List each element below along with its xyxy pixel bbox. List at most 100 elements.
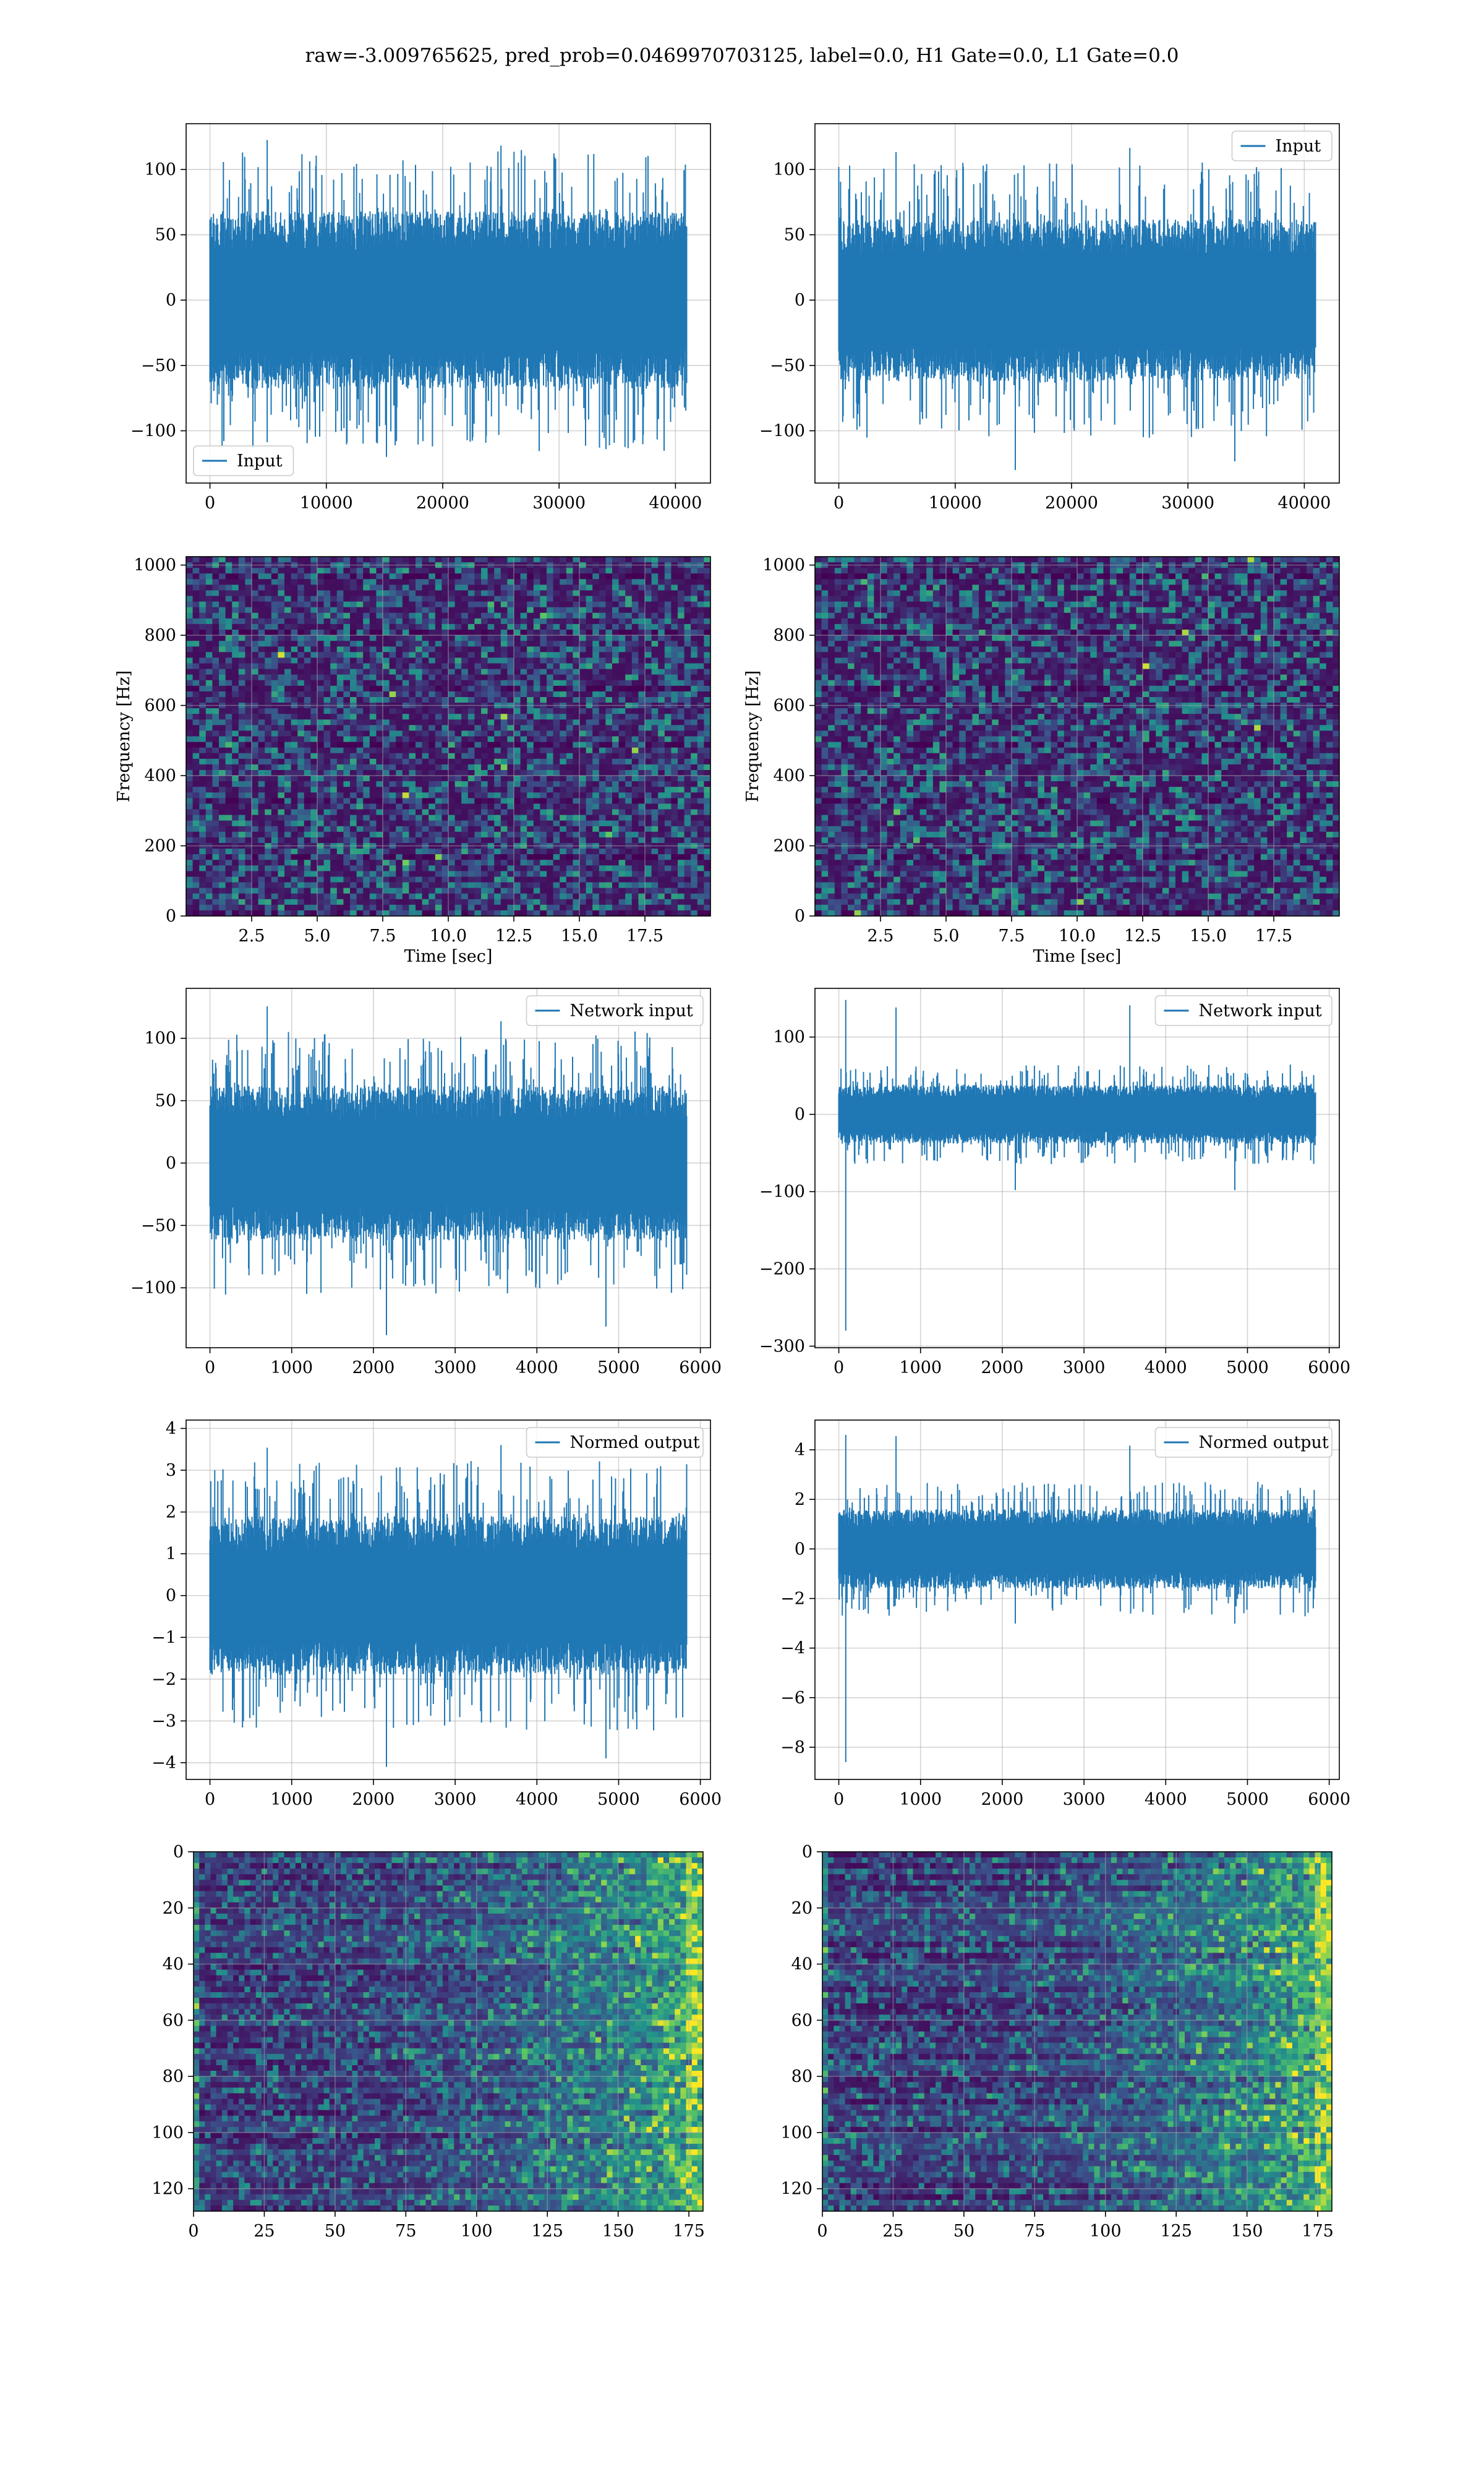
spectrogram-cell <box>291 607 298 614</box>
spectrogram-cell <box>422 882 429 889</box>
spectrogram-cell <box>540 641 547 647</box>
spectrogram-cell <box>631 618 639 625</box>
spectrogram-cell <box>205 573 213 580</box>
spectrogram-cell <box>350 730 357 737</box>
spectrogram-cell <box>527 843 534 849</box>
spectrogram-cell <box>494 697 501 703</box>
spectrogram-cell <box>678 641 685 647</box>
spectrogram-cell <box>225 876 232 883</box>
spectrogram-cell <box>252 809 259 816</box>
spectrogram-cell <box>540 646 547 653</box>
spectrogram-cell <box>199 753 207 760</box>
spectrogram-cell <box>186 876 194 883</box>
spectrogram-cell <box>429 590 436 597</box>
spectrogram-cell <box>691 601 698 608</box>
spectrogram-cell <box>599 730 606 737</box>
spectrogram-cell <box>376 697 383 703</box>
spectrogram-cell <box>599 815 606 821</box>
spectrogram-cell <box>297 641 305 647</box>
spectrogram-cell <box>278 714 285 720</box>
spectrogram-cell <box>533 843 540 849</box>
spectrogram-cell <box>304 618 311 625</box>
spectrogram-cell <box>402 893 409 900</box>
spectrogram-cell <box>310 753 318 760</box>
spectrogram-cell <box>376 607 383 614</box>
spectrogram-cell <box>566 742 573 748</box>
spectrogram-cell <box>389 618 396 625</box>
spectrogram-cell <box>376 798 383 805</box>
spectrogram-cell <box>402 674 409 681</box>
spectrogram-cell <box>461 882 469 889</box>
spectrogram-cell <box>691 758 698 765</box>
spectrogram-cell <box>658 573 665 580</box>
spectrogram-cell <box>396 753 403 760</box>
spectrogram-cell <box>481 849 488 855</box>
spectrogram-cell <box>186 747 194 754</box>
spectrogram-cell <box>678 798 685 805</box>
spectrogram-cell <box>409 770 416 776</box>
spectrogram-cell <box>232 837 239 844</box>
spectrogram-cell <box>533 623 540 630</box>
spectrogram-cell <box>291 899 298 905</box>
spectrogram-cell <box>291 888 298 894</box>
spectrogram-cell <box>238 860 245 866</box>
spectrogram-cell <box>317 820 325 827</box>
spectrogram-cell <box>527 573 534 580</box>
spectrogram-cell <box>245 792 252 798</box>
spectrogram-cell <box>363 573 370 580</box>
spectrogram-cell <box>691 708 698 714</box>
spectrogram-cell <box>186 579 194 585</box>
spectrogram-cell <box>566 573 573 580</box>
spectrogram-cell <box>265 787 272 793</box>
spectrogram-cell <box>199 860 207 866</box>
spectrogram-cell <box>461 758 469 765</box>
spectrogram-cell <box>520 646 527 653</box>
spectrogram-cell <box>520 630 527 636</box>
spectrogram-cell <box>573 860 580 866</box>
spectrogram-cell <box>612 871 620 878</box>
spectrogram-cell <box>618 719 626 726</box>
spectrogram-cell <box>186 742 194 748</box>
spectrogram-cell <box>310 669 318 675</box>
spectrogram-cell <box>461 579 469 585</box>
spectrogram-cell <box>612 562 620 568</box>
spectrogram-cell <box>631 641 639 647</box>
spectrogram-cell <box>474 820 482 827</box>
spectrogram-cell <box>343 831 351 838</box>
spectrogram-cell <box>573 843 580 849</box>
spectrogram-cell <box>219 607 226 614</box>
spectrogram-cell <box>219 787 226 793</box>
spectrogram-cell <box>664 736 672 743</box>
spectrogram-cell <box>317 641 325 647</box>
spectrogram-cell <box>704 663 710 670</box>
spectrogram-cell <box>416 815 423 821</box>
spectrogram-cell <box>396 849 403 855</box>
spectrogram-cell <box>678 792 685 798</box>
spectrogram-cell <box>258 708 265 714</box>
spectrogram-cell <box>304 685 311 692</box>
spectrogram-cell <box>500 747 508 754</box>
spectrogram-cell <box>678 803 685 810</box>
spectrogram-cell <box>573 876 580 883</box>
spectrogram-cell <box>284 596 292 602</box>
spectrogram-cell <box>684 590 691 597</box>
spectrogram-cell <box>507 590 514 597</box>
spectrogram-cell <box>258 719 265 726</box>
spectrogram-cell <box>336 758 344 765</box>
spectrogram-cell <box>219 753 226 760</box>
spectrogram-cell <box>205 865 213 871</box>
spectrogram-cell <box>579 674 587 681</box>
spectrogram-cell <box>448 646 456 653</box>
spectrogram-cell <box>520 888 527 894</box>
spectrogram-cell <box>422 809 429 816</box>
spectrogram-cell <box>212 714 220 720</box>
spectrogram-cell <box>645 646 652 653</box>
spectrogram-cell <box>310 809 318 816</box>
spectrogram-cell <box>507 758 514 765</box>
spectrogram-cell <box>612 674 620 681</box>
spectrogram-cell <box>363 803 370 810</box>
spectrogram-cell <box>304 826 311 833</box>
spectrogram-cell <box>343 843 351 849</box>
spectrogram-cell <box>461 826 469 833</box>
spectrogram-cell <box>271 876 278 883</box>
